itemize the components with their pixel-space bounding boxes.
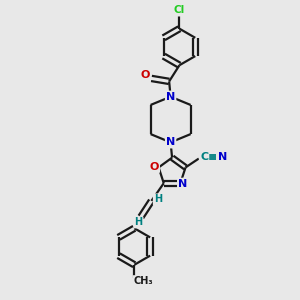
Text: N: N — [166, 92, 175, 102]
Text: N: N — [178, 179, 188, 189]
Text: CH₃: CH₃ — [134, 276, 153, 286]
Text: O: O — [140, 70, 150, 80]
Text: O: O — [149, 162, 159, 172]
Text: H: H — [134, 218, 142, 227]
Text: H: H — [154, 194, 162, 204]
Text: N: N — [218, 152, 227, 162]
Text: C: C — [200, 152, 208, 162]
Text: N: N — [166, 137, 175, 147]
Text: Cl: Cl — [174, 5, 185, 15]
